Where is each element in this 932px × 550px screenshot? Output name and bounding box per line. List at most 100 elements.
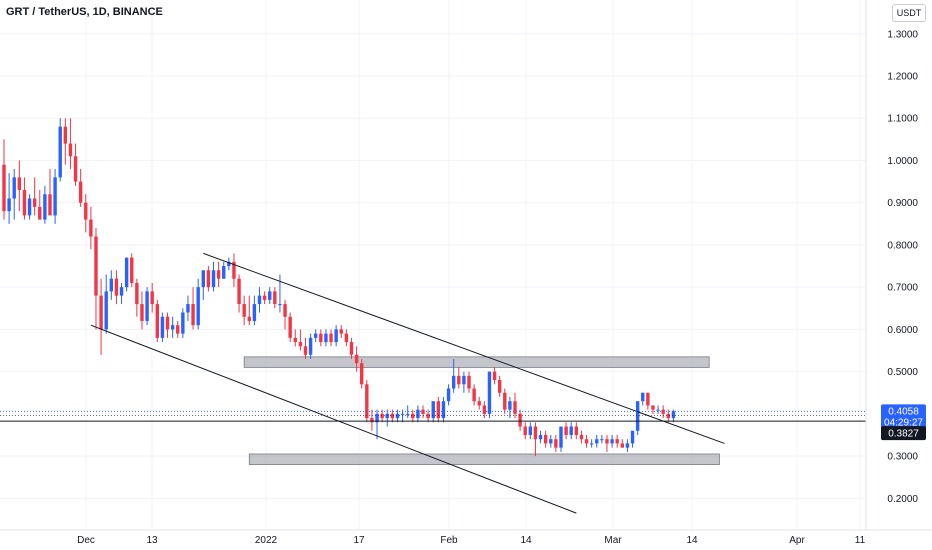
candle	[543, 430, 548, 448]
candle-body	[222, 266, 226, 279]
candle-body	[303, 346, 308, 355]
trendlines[interactable]	[90, 252, 725, 514]
candle-body	[2, 164, 6, 212]
candle	[595, 434, 599, 448]
candle	[7, 173, 11, 224]
y-tick-label: 0.2000	[887, 494, 918, 505]
candle-body	[344, 333, 349, 343]
candle-body	[518, 413, 522, 427]
currency-button[interactable]: USDT	[892, 4, 926, 22]
candle-body	[554, 439, 558, 448]
candle-body	[12, 177, 16, 199]
candle	[339, 325, 343, 338]
candle	[467, 371, 471, 393]
y-tick-label: 0.5000	[887, 367, 918, 378]
candle	[360, 358, 364, 389]
candle-body	[487, 371, 492, 414]
candle	[559, 426, 563, 452]
candle	[232, 253, 236, 288]
candle	[625, 439, 630, 452]
candle-body	[32, 198, 37, 207]
candle-body	[564, 426, 568, 435]
candle-body	[324, 333, 328, 343]
candle	[170, 316, 175, 338]
candle-body	[288, 316, 292, 338]
price-zone	[243, 356, 710, 368]
candle-body	[176, 325, 180, 334]
candle	[436, 396, 441, 423]
candle-body	[411, 413, 415, 419]
candle-body	[252, 304, 257, 321]
candle	[160, 312, 165, 343]
candle	[641, 392, 645, 406]
candle-body	[543, 434, 548, 444]
candle	[109, 270, 114, 300]
candle	[150, 282, 154, 313]
candle-body	[145, 291, 149, 321]
candle-body	[257, 295, 262, 305]
candle-body	[569, 426, 573, 435]
candle-body	[462, 375, 466, 385]
candle-body	[17, 177, 22, 191]
candle-body	[549, 439, 553, 444]
candle	[135, 278, 139, 317]
candle-body	[155, 304, 159, 338]
candle	[671, 409, 676, 423]
candle	[605, 434, 609, 452]
candle	[365, 380, 369, 423]
candle	[380, 409, 384, 423]
grid-lines	[0, 0, 866, 530]
candle	[462, 371, 466, 393]
candle	[196, 278, 200, 330]
candle-body	[329, 333, 333, 343]
time-axis[interactable]: Dec 13 2022 17 Feb 14 Mar 14 Apr 11	[77, 535, 866, 546]
candle-body	[579, 434, 584, 440]
line-price-badge	[881, 426, 926, 441]
candle-body	[186, 304, 190, 313]
candle	[497, 375, 502, 397]
candle	[416, 405, 420, 423]
candle	[145, 287, 149, 326]
candle	[354, 346, 359, 372]
candle-body	[630, 430, 635, 444]
candle-body	[416, 409, 420, 419]
candle-body	[380, 413, 384, 419]
symbol-title[interactable]: GRT / TetherUS, 1D, BINANCE	[6, 6, 163, 18]
candle	[308, 333, 313, 359]
candle	[237, 274, 241, 313]
candle-body	[457, 375, 461, 385]
support-resistance-zones[interactable]	[243, 356, 720, 465]
candle	[492, 367, 497, 385]
x-tick-label: Apr	[789, 535, 805, 546]
candle	[114, 270, 119, 305]
candle-body	[283, 304, 287, 317]
candle-body	[237, 278, 241, 305]
candle	[283, 299, 287, 330]
candle-body	[242, 304, 246, 317]
y-tick-label: 1.1000	[887, 114, 918, 125]
candle	[314, 329, 318, 343]
candle	[426, 409, 430, 423]
candle	[12, 168, 16, 220]
candle	[441, 396, 446, 423]
line-price-label: 0.3827	[888, 429, 919, 440]
candle-body	[78, 181, 83, 203]
candle-body	[477, 401, 481, 406]
candle	[32, 177, 37, 216]
candle-body	[589, 443, 594, 445]
candle	[99, 278, 103, 355]
candle	[324, 329, 328, 347]
candle	[17, 160, 22, 212]
candle-body	[268, 291, 272, 300]
candle	[533, 422, 538, 457]
candle	[165, 312, 170, 338]
candle	[523, 422, 527, 440]
candle-body	[360, 363, 364, 385]
candle-body	[334, 329, 338, 343]
candle-body	[508, 401, 512, 410]
candle	[43, 185, 47, 224]
candle-body	[533, 426, 538, 440]
candle	[84, 194, 88, 233]
candle	[73, 143, 78, 186]
